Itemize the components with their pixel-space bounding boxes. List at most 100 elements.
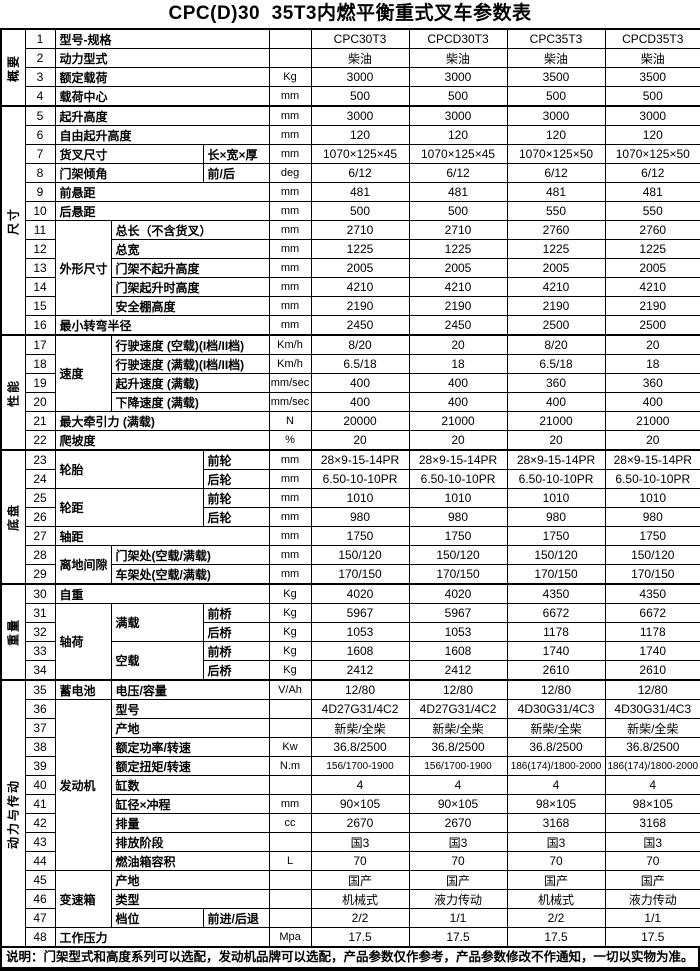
side-group-cell: 动力与传动 <box>0 679 26 948</box>
param-name: 自由起升高度 <box>54 125 270 145</box>
page-title: CPC(D)30 35T3内燃平衡重式叉车参数表 <box>168 3 532 24</box>
spec-row: 45 变速箱 产地 国产 国产 国产 国产 <box>1 870 700 928</box>
spec-row: 10 后悬距 mm 500 500 550 550 <box>1 201 700 221</box>
value-cell: 2/2 <box>506 908 606 928</box>
unit-label: N.m <box>268 756 312 776</box>
value-cell: 1750 <box>310 526 410 546</box>
param-name: 爬坡度 <box>54 430 270 451</box>
spec-row: 3 额定载荷 Kg 3000 3000 3500 3500 <box>1 67 700 87</box>
param-name: 排放阶段 <box>110 832 270 852</box>
unit-label: deg <box>268 163 312 183</box>
param-name: 总长（不含货叉） <box>110 220 270 240</box>
value-cell: 400 <box>310 373 410 393</box>
unit-label <box>268 908 312 928</box>
unit-label: mm <box>268 296 312 316</box>
unit-label <box>268 870 312 890</box>
value-cell: 1608 <box>310 641 410 661</box>
spec-row: 21 最大牵引力 (满载) N 20000 21000 21000 21000 <box>1 411 700 431</box>
param-group-label: 轮胎 <box>54 449 204 489</box>
value-cell: 2/2 <box>310 908 410 928</box>
value-cell: 2190 <box>310 296 410 316</box>
row-number: 42 <box>24 813 56 833</box>
value-cell: 28×9-15-14PR <box>506 449 606 470</box>
row-number: 32 <box>24 622 56 642</box>
value-cell: 2005 <box>604 258 700 278</box>
spec-row: 9 前悬距 mm 481 481 481 481 <box>1 182 700 202</box>
value-cell: 6.50-10-10PR <box>408 469 508 489</box>
value-cell: 新柴/全柴 <box>408 718 508 738</box>
value-cell: 机械式 <box>310 889 410 909</box>
value-cell: 2412 <box>408 660 508 681</box>
row-number: 28 <box>24 545 56 565</box>
row-number: 31 <box>24 603 56 623</box>
value-cell: 2190 <box>604 296 700 316</box>
value-cell: 2760 <box>604 220 700 240</box>
row-number: 9 <box>24 182 56 202</box>
row-number: 35 <box>24 679 56 700</box>
param-name: 型号 <box>110 699 270 719</box>
spec-row: 7 货叉尺寸 长×宽×厚 mm 1070×125×45 1070×125×45 1070×1… <box>1 144 700 164</box>
param-group-label: 发动机 <box>54 699 112 871</box>
side-group-cell: 底盘 <box>0 449 26 585</box>
value-cell: 2710 <box>408 220 508 240</box>
value-cell: 4210 <box>310 277 410 297</box>
side-group-cell: 重量 <box>0 583 26 681</box>
value-cell: 新柴/全柴 <box>604 718 700 738</box>
value-cell: 1010 <box>506 488 606 508</box>
value-cell: 3000 <box>408 105 508 126</box>
row-number: 43 <box>24 832 56 852</box>
value-cell: 2190 <box>506 296 606 316</box>
unit-label: mm <box>268 258 312 278</box>
footer-note: 说明：门架型式和高度系列可以选配，发动机品牌可以选配，产品参数仅作参考，产品参数… <box>0 948 700 971</box>
value-cell: 20 <box>604 334 700 355</box>
unit-label: Kg <box>268 622 312 642</box>
param-name: 产地 <box>110 870 270 890</box>
unit-label: Kg <box>268 67 312 87</box>
unit-label: mm <box>268 239 312 259</box>
row-number: 20 <box>24 392 56 412</box>
value-cell: 170/150 <box>408 564 508 585</box>
param-group-label: 轴荷 <box>54 603 112 681</box>
value-cell: 2610 <box>506 660 606 681</box>
value-cell: 2005 <box>310 258 410 278</box>
param-name: 燃油箱容积 <box>110 851 270 871</box>
value-cell: 550 <box>506 201 606 221</box>
param-name: 额定功率/转速 <box>110 737 270 757</box>
value-cell: 20000 <box>310 411 410 431</box>
param-name: 下降速度 (满载) <box>110 392 270 412</box>
value-cell: 1/1 <box>408 908 508 928</box>
value-cell: 2500 <box>506 315 606 336</box>
unit-label: mm/sec <box>268 373 312 393</box>
unit-label: mm <box>268 220 312 240</box>
spec-row: 8 门架倾角 前/后 deg 6/12 6/12 6/12 6/12 <box>1 163 700 183</box>
param-name: 门架不起升高度 <box>110 258 270 278</box>
unit-label: mm <box>268 488 312 508</box>
value-cell: 4 <box>604 775 700 795</box>
value-cell: 36.8/2500 <box>506 737 606 757</box>
row-number: 19 <box>24 373 56 393</box>
side-group-cell: 性能 <box>0 334 26 451</box>
unit-label: Kg <box>268 660 312 681</box>
value-cell: CPCD35T3 <box>604 28 700 49</box>
value-cell: 国3 <box>506 832 606 852</box>
param-name: 安全棚高度 <box>110 296 270 316</box>
spec-row: 6 自由起升高度 mm 120 120 120 120 <box>1 125 700 145</box>
value-cell: 28×9-15-14PR <box>310 449 410 470</box>
value-cell: 2005 <box>506 258 606 278</box>
value-cell: 1010 <box>310 488 410 508</box>
value-cell: 1740 <box>506 641 606 661</box>
row-number: 38 <box>24 737 56 757</box>
value-cell: 500 <box>408 201 508 221</box>
side-group-label: 底盘 <box>6 502 21 532</box>
value-cell: 500 <box>506 86 606 107</box>
unit-label <box>268 832 312 852</box>
value-cell: 4210 <box>506 277 606 297</box>
value-cell: 柴油 <box>310 48 410 68</box>
value-cell: 12/80 <box>506 679 606 700</box>
value-cell: 120 <box>408 125 508 145</box>
param-name: 额定载荷 <box>54 67 270 87</box>
value-cell: 1740 <box>604 641 700 661</box>
row-number: 40 <box>24 775 56 795</box>
side-group-cell: 尺寸 <box>0 105 26 336</box>
value-cell: 500 <box>604 86 700 107</box>
